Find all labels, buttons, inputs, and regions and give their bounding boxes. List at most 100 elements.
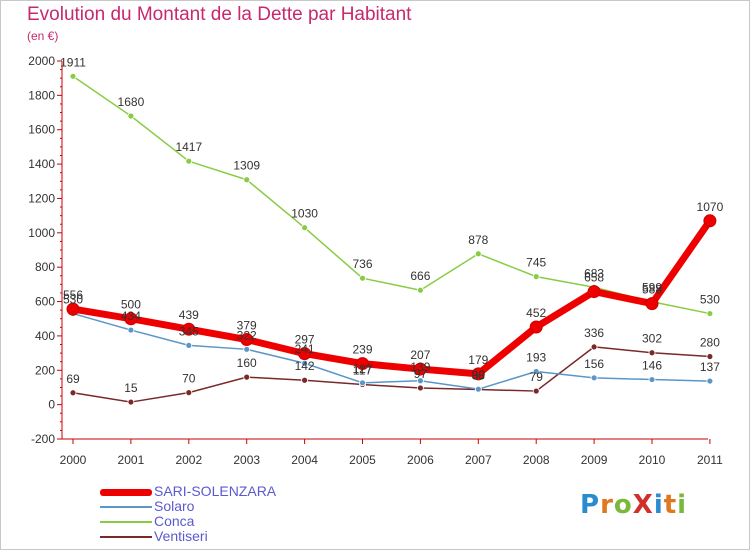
data-point bbox=[413, 362, 427, 376]
x-tick-label: 2003 bbox=[233, 453, 260, 467]
x-tick-label: 2010 bbox=[639, 453, 666, 467]
legend-swatch bbox=[100, 536, 152, 538]
data-label: 1911 bbox=[60, 55, 86, 69]
y-tick-label: 200 bbox=[35, 363, 55, 377]
data-point bbox=[127, 326, 135, 334]
data-point bbox=[590, 343, 598, 351]
data-label: 297 bbox=[295, 333, 315, 347]
y-tick-label: 400 bbox=[35, 329, 55, 343]
data-label: 239 bbox=[352, 343, 372, 357]
data-point bbox=[706, 353, 714, 360]
data-point bbox=[474, 250, 482, 258]
data-point bbox=[243, 345, 251, 353]
legend-item-conca: Conca bbox=[100, 513, 360, 530]
legend-swatch bbox=[100, 521, 152, 523]
data-label: 683 bbox=[584, 266, 604, 280]
data-label: 193 bbox=[526, 350, 546, 364]
series-line-solaro bbox=[72, 312, 711, 390]
data-label: 142 bbox=[295, 359, 315, 373]
data-label: 137 bbox=[700, 360, 720, 374]
data-label: 336 bbox=[584, 326, 604, 340]
legend-item-ventiseri: Ventiseri bbox=[100, 528, 360, 545]
data-label: 736 bbox=[352, 257, 372, 271]
data-point bbox=[706, 377, 714, 385]
data-point bbox=[587, 285, 601, 299]
x-tick-label: 2005 bbox=[349, 453, 376, 467]
data-point bbox=[66, 302, 80, 316]
data-point bbox=[532, 273, 540, 281]
data-point bbox=[301, 224, 309, 232]
data-point bbox=[645, 297, 659, 311]
data-point bbox=[474, 385, 482, 393]
proxiti-logo: ProXiti bbox=[580, 490, 688, 520]
data-label: 530 bbox=[63, 293, 83, 307]
x-tick-label: 2009 bbox=[581, 453, 608, 467]
y-tick-label: 1000 bbox=[28, 226, 55, 240]
legend-label: Ventiseri bbox=[154, 528, 208, 544]
data-point bbox=[243, 176, 251, 184]
data-label: 179 bbox=[468, 353, 488, 367]
data-point bbox=[182, 322, 196, 336]
y-tick-label: 1600 bbox=[28, 123, 55, 137]
data-label: 439 bbox=[179, 308, 199, 322]
x-tick-label: 2001 bbox=[118, 453, 145, 467]
data-label: 156 bbox=[584, 357, 604, 371]
data-label: 88 bbox=[472, 369, 486, 383]
legend-label: SARI-SOLENZARA bbox=[154, 483, 277, 499]
legend-item-sari-solenzara: SARI-SOLENZARA bbox=[100, 483, 360, 500]
series-line-sari-solenzara bbox=[69, 217, 714, 378]
data-label: 745 bbox=[526, 256, 546, 270]
data-label: 599 bbox=[642, 281, 662, 295]
data-point bbox=[301, 359, 309, 367]
data-label: 90 bbox=[472, 368, 486, 382]
data-point bbox=[243, 373, 251, 381]
data-label: 1417 bbox=[175, 140, 202, 154]
data-label: 345 bbox=[179, 324, 199, 338]
data-point bbox=[703, 214, 717, 228]
data-label: 117 bbox=[353, 364, 372, 378]
data-point bbox=[124, 312, 138, 326]
series-line-ventiseri bbox=[72, 346, 711, 403]
data-point bbox=[185, 389, 193, 397]
data-point bbox=[301, 376, 309, 384]
y-tick-label: 1400 bbox=[28, 157, 55, 171]
x-tick-label: 2011 bbox=[697, 453, 723, 467]
data-label: 139 bbox=[410, 360, 430, 374]
data-label: 15 bbox=[124, 381, 138, 395]
x-tick-label: 2006 bbox=[407, 453, 434, 467]
y-tick-label: 1200 bbox=[28, 191, 55, 205]
y-tick-label: 600 bbox=[35, 295, 55, 309]
data-point bbox=[127, 398, 135, 406]
data-point bbox=[298, 347, 312, 361]
data-label: 1030 bbox=[291, 207, 318, 221]
y-tick-label: 2000 bbox=[28, 54, 55, 68]
y-tick-label: 1800 bbox=[28, 88, 55, 102]
x-tick-label: 2008 bbox=[523, 453, 550, 467]
data-point bbox=[69, 72, 77, 80]
data-point bbox=[529, 320, 543, 334]
data-label: 127 bbox=[352, 362, 372, 376]
series-line-conca bbox=[72, 75, 711, 315]
data-label: 322 bbox=[237, 328, 257, 342]
data-point bbox=[127, 112, 135, 120]
data-label: 146 bbox=[642, 359, 662, 373]
data-label: 1309 bbox=[233, 159, 260, 173]
data-point bbox=[590, 374, 598, 382]
data-point bbox=[240, 333, 254, 347]
data-label: 207 bbox=[410, 348, 430, 362]
legend-swatch bbox=[100, 506, 152, 508]
x-tick-label: 2000 bbox=[60, 453, 87, 467]
data-point bbox=[359, 274, 366, 282]
data-label: 530 bbox=[700, 293, 720, 307]
data-point bbox=[356, 357, 369, 371]
chart-title: Evolution du Montant de la Dette par Hab… bbox=[27, 4, 412, 25]
data-point bbox=[648, 349, 656, 357]
data-label: 500 bbox=[121, 298, 141, 312]
y-tick-label: -200 bbox=[31, 432, 55, 446]
data-point bbox=[416, 286, 424, 294]
data-label: 79 bbox=[530, 370, 544, 384]
data-point bbox=[532, 387, 540, 395]
data-point bbox=[185, 157, 193, 165]
data-point bbox=[648, 376, 656, 383]
